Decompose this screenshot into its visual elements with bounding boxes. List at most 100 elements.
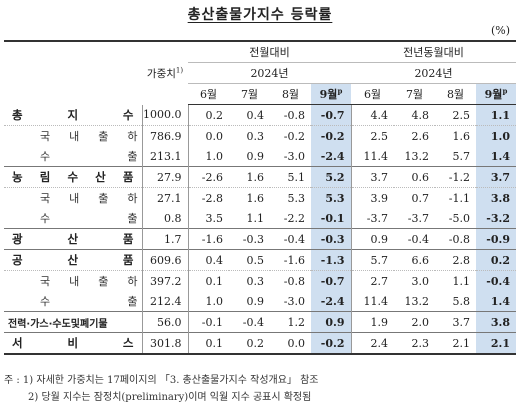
yoy-value-cell: 3.8 <box>476 311 516 333</box>
mom-value-cell: 1.1 <box>246 211 265 225</box>
weight-cell: 27.9 <box>141 166 188 188</box>
yoy-value-cell: -0.4 <box>394 228 435 250</box>
yoy-value-cell: 3.7 <box>350 166 394 188</box>
category-label: 총 지 수총지수 <box>12 107 134 122</box>
yoy-month-header: 8월 <box>435 83 476 105</box>
index-change-table: 가중치1) 전월대비 전년동월대비 2024년 2024년 6월 7월 8월 9월p 6… <box>4 40 516 355</box>
yoy-value-cell: 0.9 <box>350 228 394 250</box>
mom-value-cell: -2.8 <box>187 187 229 208</box>
yoy-value-cell: 2.5 <box>452 108 471 122</box>
yoy-month-header: 6월 <box>351 83 394 105</box>
mom-value-cell: -0.4 <box>229 311 270 333</box>
mom-month-header: 9월p <box>311 83 351 105</box>
mom-value-cell: -1.3 <box>311 249 351 271</box>
yoy-value-cell: 11.4 <box>350 146 394 167</box>
table-row: 수 출수출213.11.0 0.9 -3.0 -2.411.4 13.2 5.7 1.4 <box>4 146 516 167</box>
yoy-header: 전년동월대비 <box>351 40 516 63</box>
yoy-value-cell: 2.7 <box>350 270 394 291</box>
mom-value-cell: -2.4 <box>311 291 351 312</box>
yoy-value-cell: 1.9 <box>350 311 394 333</box>
yoy-value-cell: 1.1 <box>476 104 516 126</box>
yoy-year-header: 2024년 <box>351 62 516 84</box>
mom-value-cell: -1.6 <box>270 249 311 271</box>
mom-value-cell: 1.6 <box>229 187 270 208</box>
yoy-value-cell: 3.7 <box>435 311 476 333</box>
weight-cell: 1000.0 <box>141 104 188 126</box>
mom-value-cell: 5.3 <box>311 187 351 208</box>
subcategory-label: 국 내 출 하국내출하 <box>4 125 142 146</box>
mom-value-cell: 5.1 <box>270 166 311 188</box>
mom-value-cell: 3.5 <box>187 208 229 229</box>
yoy-value-cell: 3.9 <box>350 187 394 208</box>
mom-value-cell: 0.4 <box>187 249 229 271</box>
mom-value-cell: 0.9 <box>246 294 265 308</box>
yoy-value-cell: 0.2 <box>476 249 516 271</box>
mom-value-cell: -0.1 <box>311 208 351 229</box>
weight-cell: 0.8 <box>141 208 188 229</box>
table-row: 광 산 품광산품1.7-1.6-0.3-0.4-0.30.9-0.4-0.8-0… <box>4 228 516 250</box>
yoy-value-cell: 13.2 <box>404 294 430 308</box>
yoy-value-cell: 2.8 <box>435 249 476 271</box>
footnote-2: 2) 당월 지수는 잠정치(preliminary)이며 익월 지수 공표시 확… <box>28 392 312 403</box>
mom-value-cell: -0.3 <box>311 228 351 250</box>
mom-value-cell: -0.1 <box>187 311 229 333</box>
mom-value-cell: 1.0 <box>187 146 229 167</box>
weight-cell: 213.1 <box>141 146 188 167</box>
table-row: 총 지 수총지수 1000.00.2 0.4 -0.8 -0.74.4 4.8 2.5 1.1 <box>4 104 516 126</box>
mom-value-cell: 0.0 <box>187 125 229 146</box>
category-label: 서 비 스서비스 <box>4 332 142 355</box>
yoy-value-cell: -0.9 <box>476 228 516 250</box>
mom-value-cell: -3.0 <box>283 294 305 308</box>
footnotes: 주 : 1) 자세한 가중치는 17페이지의 「3. 총산출물가지수 작성개요」… <box>4 372 319 406</box>
mom-value-cell: 0.3 <box>229 125 270 146</box>
yoy-value-cell: -3.7 <box>350 208 394 229</box>
subcategory-label: 수 출수출 <box>40 295 138 308</box>
weight-cell: 786.9 <box>141 125 188 146</box>
yoy-value-cell: -1.1 <box>435 187 476 208</box>
mom-value-cell: 0.1 <box>187 332 229 355</box>
yoy-value-cell: 0.7 <box>394 187 435 208</box>
weight-cell: 1.7 <box>141 228 188 250</box>
mom-value-cell: 0.2 <box>229 332 270 355</box>
mom-year-header: 2024년 <box>188 62 351 84</box>
yoy-value-cell: 3.7 <box>476 166 516 188</box>
mom-value-cell: 5.2 <box>311 166 351 188</box>
subcategory-label: 국 내 출 하국내출하 <box>4 270 142 291</box>
yoy-value-cell: 5.7 <box>452 149 471 163</box>
mom-value-cell: -0.7 <box>311 270 351 291</box>
yoy-value-cell: 2.1 <box>476 332 516 355</box>
mom-value-cell: -0.8 <box>270 270 311 291</box>
table-row: 전력·가스·수도및폐기물전력·가스·수도및폐기물56.0-0.1-0.41.20… <box>4 311 516 333</box>
mom-value-cell: -0.7 <box>311 104 351 126</box>
weight-header: 가중치1) <box>142 40 188 105</box>
yoy-value-cell: 11.4 <box>350 291 394 312</box>
yoy-month-header: 7월 <box>394 83 435 105</box>
mom-month-header: 8월 <box>270 83 311 105</box>
category-label: 농 림 수 산 품농림수산품 <box>4 166 142 188</box>
table-title: 총산출물가지수 등락률 <box>187 7 333 23</box>
subcategory-label: 수 출수출 <box>40 150 138 163</box>
mom-value-cell: 0.3 <box>229 270 270 291</box>
yoy-value-cell: 2.1 <box>435 332 476 355</box>
yoy-value-cell: 13.2 <box>404 149 430 163</box>
mom-value-cell: -2.2 <box>283 211 305 225</box>
yoy-value-cell: 1.1 <box>435 270 476 291</box>
table-row: 서 비 스서비스301.80.10.20.0-0.22.42.32.12.1 <box>4 332 516 355</box>
label-header <box>4 40 142 105</box>
mom-value-cell: -3.0 <box>283 149 305 163</box>
yoy-value-cell: 2.3 <box>394 332 435 355</box>
footnote-1: 주 : 1) 자세한 가중치는 17페이지의 「3. 총산출물가지수 작성개요」… <box>4 375 319 386</box>
weight-cell: 397.2 <box>141 270 188 291</box>
mom-value-cell: 1.6 <box>229 166 270 188</box>
yoy-value-cell: -0.4 <box>476 270 516 291</box>
yoy-value-cell: -3.7 <box>407 211 429 225</box>
yoy-value-cell: 1.6 <box>435 125 476 146</box>
mom-value-cell: 0.4 <box>246 108 265 122</box>
mom-value-cell: -2.6 <box>187 166 229 188</box>
mom-value-cell: -0.3 <box>229 228 270 250</box>
mom-value-cell: -0.8 <box>283 108 305 122</box>
mom-value-cell: 0.1 <box>187 270 229 291</box>
yoy-value-cell: 1.0 <box>476 125 516 146</box>
subcategory-label: 수 출수출 <box>40 212 138 225</box>
table-row: 국 내 출 하국내출하27.1-2.81.65.35.33.90.7-1.13.… <box>4 187 516 208</box>
